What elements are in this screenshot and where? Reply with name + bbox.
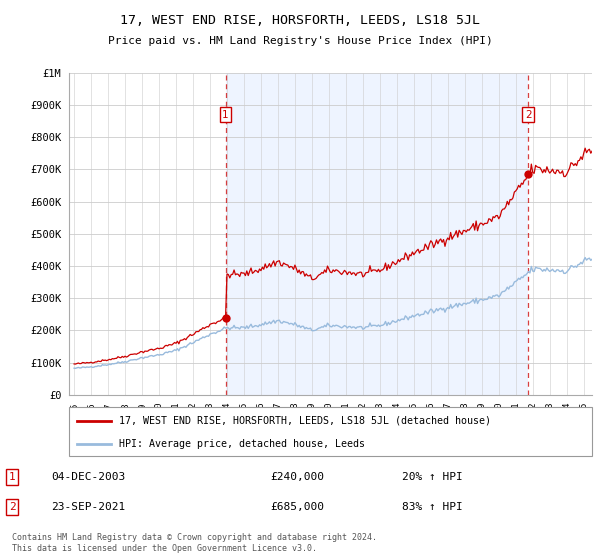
Text: HPI: Average price, detached house, Leeds: HPI: Average price, detached house, Leed…	[119, 439, 365, 449]
Text: 20% ↑ HPI: 20% ↑ HPI	[402, 472, 463, 482]
Text: 2: 2	[525, 110, 532, 120]
Text: Price paid vs. HM Land Registry's House Price Index (HPI): Price paid vs. HM Land Registry's House …	[107, 36, 493, 46]
Text: Contains HM Land Registry data © Crown copyright and database right 2024.
This d: Contains HM Land Registry data © Crown c…	[12, 533, 377, 553]
Text: 1: 1	[222, 110, 229, 120]
Text: 17, WEST END RISE, HORSFORTH, LEEDS, LS18 5JL: 17, WEST END RISE, HORSFORTH, LEEDS, LS1…	[120, 14, 480, 27]
Text: £685,000: £685,000	[270, 502, 324, 512]
Text: 1: 1	[8, 472, 16, 482]
Text: £240,000: £240,000	[270, 472, 324, 482]
FancyBboxPatch shape	[69, 407, 592, 456]
Text: 04-DEC-2003: 04-DEC-2003	[51, 472, 125, 482]
Text: 17, WEST END RISE, HORSFORTH, LEEDS, LS18 5JL (detached house): 17, WEST END RISE, HORSFORTH, LEEDS, LS1…	[119, 416, 491, 426]
Text: 23-SEP-2021: 23-SEP-2021	[51, 502, 125, 512]
Bar	[226, 73, 528, 395]
Text: 2: 2	[8, 502, 16, 512]
Text: 83% ↑ HPI: 83% ↑ HPI	[402, 502, 463, 512]
